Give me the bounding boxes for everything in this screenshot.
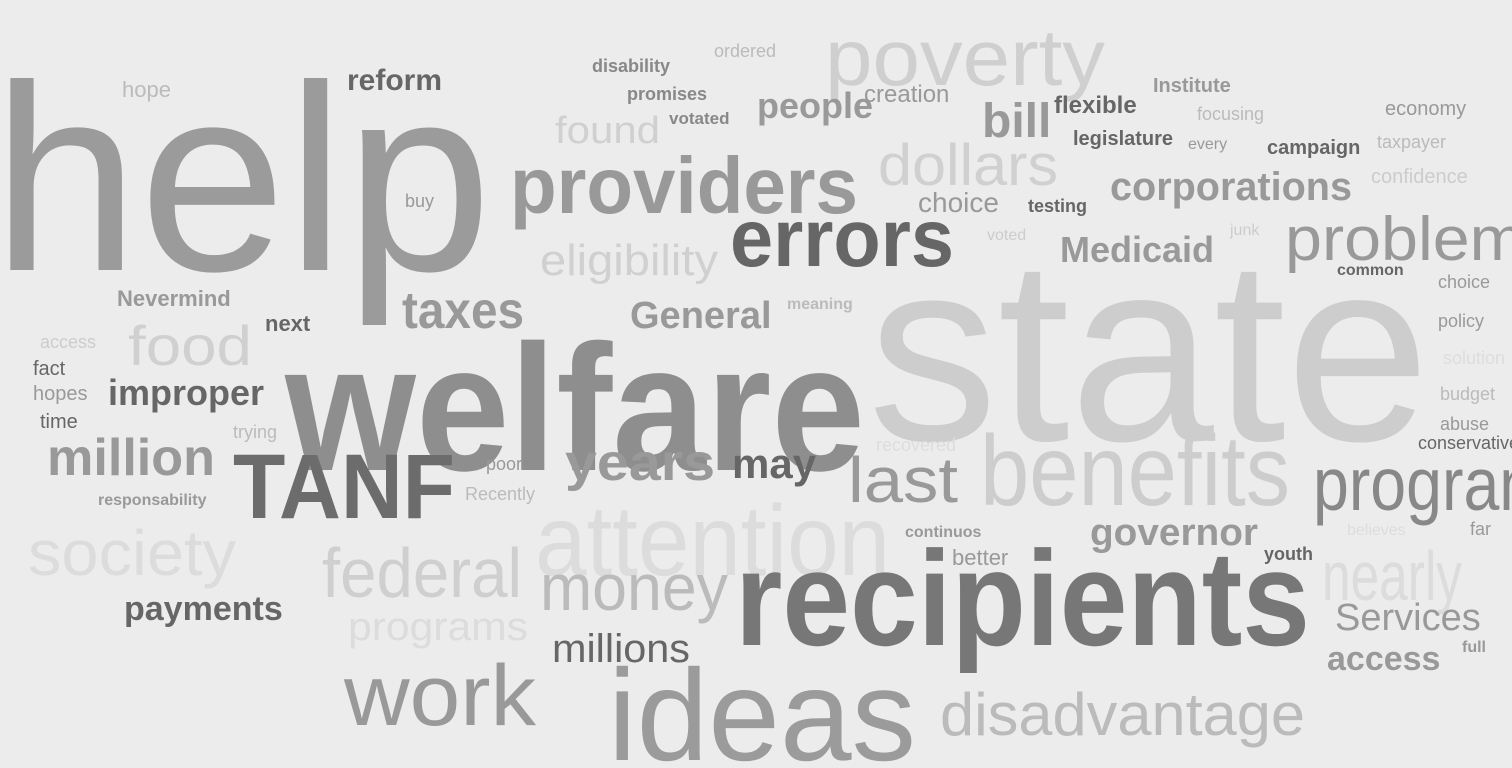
word: junk <box>1229 222 1260 239</box>
word: payments <box>124 590 283 628</box>
word: ideas <box>608 642 916 768</box>
word: continuos <box>905 524 982 541</box>
word: policy <box>1438 311 1484 331</box>
word: confidence <box>1371 166 1468 188</box>
word: full <box>1462 639 1486 656</box>
word: food <box>128 314 252 377</box>
word: fact <box>33 358 66 380</box>
word: disadvantage <box>940 681 1305 748</box>
word: creation <box>864 81 949 108</box>
word: believes <box>1347 522 1406 539</box>
word: problem <box>1285 205 1512 274</box>
word: hope <box>122 77 171 102</box>
word: better <box>952 545 1008 570</box>
word: years <box>565 434 715 492</box>
word: state <box>868 206 1430 496</box>
word: meaning <box>787 296 853 313</box>
word: program <box>1313 442 1512 526</box>
word: conservative <box>1418 433 1512 453</box>
word: governor <box>1090 512 1258 554</box>
word: solution <box>1443 348 1505 368</box>
word: found <box>555 110 660 152</box>
word: society <box>28 517 236 589</box>
word: providers <box>510 141 858 230</box>
word: TANF <box>233 436 455 538</box>
word: corporations <box>1110 165 1352 209</box>
word: Services <box>1335 597 1481 639</box>
word: recovered <box>876 435 956 455</box>
word: campaign <box>1267 137 1360 159</box>
word: votated <box>669 109 729 128</box>
word: focusing <box>1197 104 1264 124</box>
word: voted <box>987 227 1026 244</box>
word: hopes <box>33 383 88 405</box>
word: people <box>757 85 873 126</box>
word: General <box>630 295 772 337</box>
word: trying <box>233 422 277 442</box>
word: time <box>40 411 78 433</box>
word: buy <box>405 191 434 211</box>
word: every <box>1188 136 1227 153</box>
word: poor <box>486 454 522 474</box>
word: disability <box>592 56 670 76</box>
word: far <box>1470 519 1491 539</box>
word: errors <box>730 193 954 284</box>
word: poverty <box>825 13 1105 102</box>
word: recipients <box>735 523 1310 674</box>
word: Medicaid <box>1060 229 1214 270</box>
word: promises <box>627 84 707 104</box>
word: work <box>343 648 537 744</box>
word: next <box>265 311 311 336</box>
word: last <box>848 444 958 516</box>
word: abuse <box>1440 414 1489 434</box>
word: benefits <box>980 415 1290 527</box>
word: federal <box>322 534 522 612</box>
word: million <box>47 429 215 487</box>
word: testing <box>1028 196 1087 216</box>
word: may <box>732 440 817 487</box>
word: eligibility <box>540 236 718 285</box>
word: legislature <box>1073 128 1173 150</box>
word: improper <box>108 372 264 413</box>
word: common <box>1337 262 1404 279</box>
word: ordered <box>714 41 776 61</box>
word: choice <box>1438 272 1490 292</box>
word: help <box>0 31 492 328</box>
word: Nevermind <box>117 286 231 311</box>
word: access <box>40 332 96 352</box>
word: flexible <box>1054 92 1137 119</box>
word: programs <box>348 605 528 649</box>
word: access <box>1327 640 1440 678</box>
word: attention <box>535 485 890 597</box>
word: economy <box>1385 98 1466 120</box>
word: budget <box>1440 384 1495 404</box>
word: Institute <box>1153 75 1231 97</box>
word: youth <box>1264 544 1313 564</box>
word: nearly <box>1322 537 1462 615</box>
word: Recently <box>465 484 535 504</box>
word: bill <box>982 95 1051 148</box>
word: responsability <box>98 492 207 509</box>
word: choice <box>918 187 999 218</box>
word: money <box>540 550 728 624</box>
word: taxpayer <box>1377 132 1446 152</box>
word: welfare <box>284 308 865 509</box>
word: millions <box>552 627 690 671</box>
word: reform <box>347 64 442 97</box>
word: taxes <box>402 282 524 340</box>
word: dollars <box>878 133 1058 198</box>
